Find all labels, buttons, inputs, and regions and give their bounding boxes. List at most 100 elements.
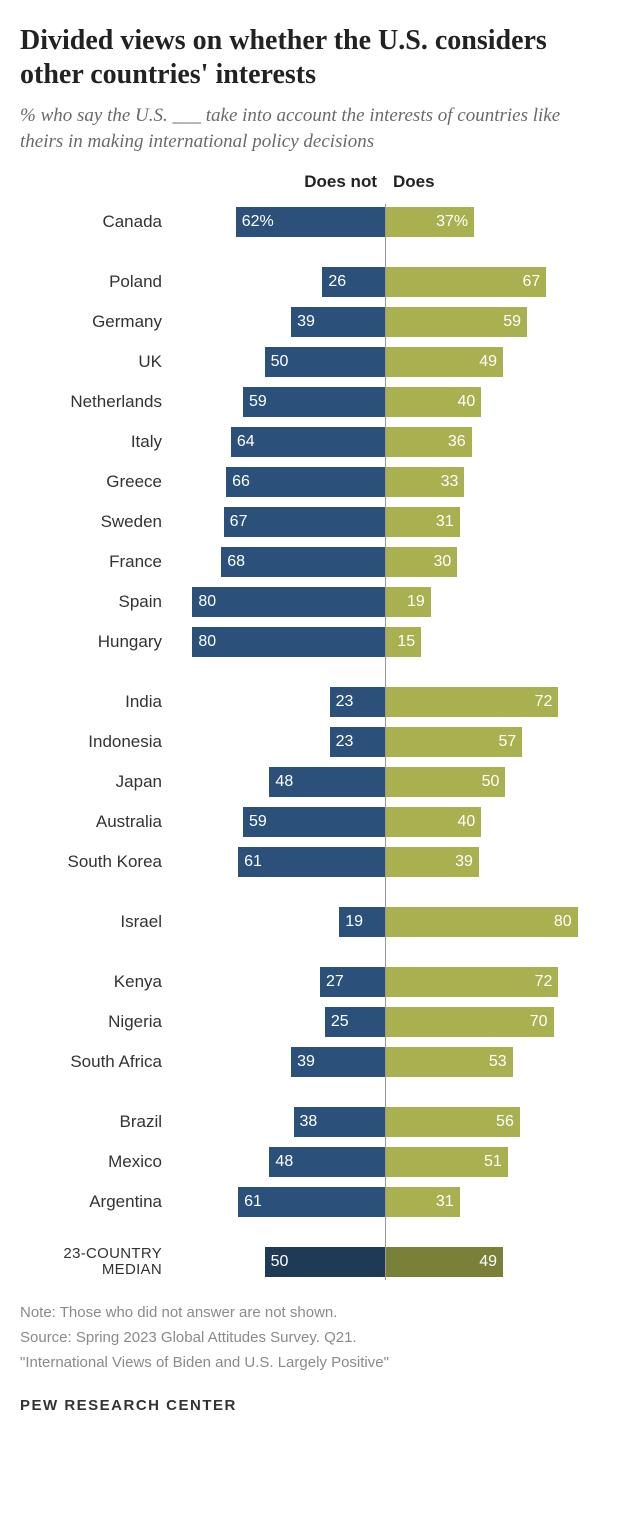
note-text: Note: Those who did not answer are not s… [20,1302,600,1323]
country-group: 23-COUNTRYMEDIAN5049 [20,1244,600,1280]
header-does: Does [393,172,435,192]
bar-does: 15 [385,627,421,657]
chart-row: Spain 8019 [20,584,600,620]
row-label: South Korea [20,852,170,872]
country-group: Poland2667Germany3959UK5049Netherlands59… [20,264,600,660]
chart-row: Germany3959 [20,304,600,340]
chart-row: India 2372 [20,684,600,720]
chart-row: Japan 4850 [20,764,600,800]
bar-does-not: 26 [322,267,385,297]
row-label: Spain [20,592,170,612]
bar-does: 33 [385,467,464,497]
bar-does: 37% [385,207,474,237]
bar-does-not: 23 [330,727,385,757]
row-label: Greece [20,472,170,492]
chart-row: 23-COUNTRYMEDIAN5049 [20,1244,600,1280]
bar-does: 67 [385,267,546,297]
chart-row: Australia 5940 [20,804,600,840]
chart-row: Israel1980 [20,904,600,940]
row-label: Israel [20,912,170,932]
row-label: Mexico [20,1152,170,1172]
bar-does-not: 48 [269,767,385,797]
bar-does: 31 [385,507,460,537]
row-label: Brazil [20,1112,170,1132]
bar-does: 53 [385,1047,513,1077]
chart-subtitle: % who say the U.S. ___ take into account… [20,103,580,154]
row-label: Nigeria [20,1012,170,1032]
row-label: Poland [20,272,170,292]
bar-does: 19 [385,587,431,617]
country-group: Brazil 3856 Mexico 4851 Argentina 6131 [20,1104,600,1220]
bar-does: 40 [385,387,481,417]
row-label: South Africa [20,1052,170,1072]
chart-row: Argentina 6131 [20,1184,600,1220]
bar-does: 72 [385,967,558,997]
row-label: Japan [20,772,170,792]
chart-row: Italy6436 [20,424,600,460]
country-group: Israel1980 [20,904,600,940]
country-group: Canada62%37% [20,204,600,240]
bar-does: 57 [385,727,522,757]
bar-does: 70 [385,1007,554,1037]
chart-row: Nigeria2570 [20,1004,600,1040]
chart-row: Mexico 4851 [20,1144,600,1180]
country-group: Kenya 2772 Nigeria2570 South Africa 3953 [20,964,600,1080]
row-label: France [20,552,170,572]
row-label: Kenya [20,972,170,992]
bar-does: 56 [385,1107,520,1137]
bar-does-not: 80 [192,627,385,657]
source-text: Source: Spring 2023 Global Attitudes Sur… [20,1327,600,1348]
row-label: Argentina [20,1192,170,1212]
chart-row: UK 5049 [20,344,600,380]
footer-branding: PEW RESEARCH CENTER [20,1397,600,1414]
country-group: India 2372 Indonesia 2357 Japan 4850 Australia… [20,684,600,880]
header-does-not: Does not [304,172,377,192]
bar-does-not: 39 [291,1047,385,1077]
row-label: Indonesia [20,732,170,752]
bar-does: 80 [385,907,578,937]
bar-does-not: 48 [269,1147,385,1177]
bar-does: 49 [385,1247,503,1277]
row-label: 23-COUNTRYMEDIAN [20,1246,170,1279]
chart-row: France6830 [20,544,600,580]
row-label: UK [20,352,170,372]
bar-does-not: 38 [294,1107,386,1137]
chart-row: Sweden 6731 [20,504,600,540]
column-headers: Does not Does [20,172,600,198]
bar-does-not: 62% [236,207,385,237]
chart-row: South Africa 3953 [20,1044,600,1080]
chart-row: Brazil 3856 [20,1104,600,1140]
bar-does-not: 50 [265,347,385,377]
bar-does: 51 [385,1147,508,1177]
bar-does-not: 80 [192,587,385,617]
row-label: Hungary [20,632,170,652]
chart-row: Hungary 8015 [20,624,600,660]
chart-row: Poland 2667 [20,264,600,300]
bar-does: 72 [385,687,558,717]
bar-does-not: 66 [226,467,385,497]
chart-row: South Korea6139 [20,844,600,880]
bar-does: 59 [385,307,527,337]
row-label: India [20,692,170,712]
chart-row: Canada62%37% [20,204,600,240]
bar-does-not: 59 [243,807,385,837]
bar-does-not: 39 [291,307,385,337]
row-label: Australia [20,812,170,832]
bar-does-not: 61 [238,847,385,877]
bar-does: 36 [385,427,472,457]
chart-row: Kenya 2772 [20,964,600,1000]
diverging-bar-chart: Canada62%37%Poland2667Germany3959UK5049N… [20,204,600,1280]
bar-does-not: 67 [224,507,385,537]
bar-does-not: 59 [243,387,385,417]
bar-does-not: 61 [238,1187,385,1217]
bar-does: 31 [385,1187,460,1217]
center-divider [385,204,386,1280]
reference-text: "International Views of Biden and U.S. L… [20,1352,600,1373]
row-label: Netherlands [20,392,170,412]
bar-does-not: 23 [330,687,385,717]
bar-does: 49 [385,347,503,377]
row-label: Sweden [20,512,170,532]
bar-does: 40 [385,807,481,837]
bar-does-not: 27 [320,967,385,997]
bar-does: 50 [385,767,505,797]
